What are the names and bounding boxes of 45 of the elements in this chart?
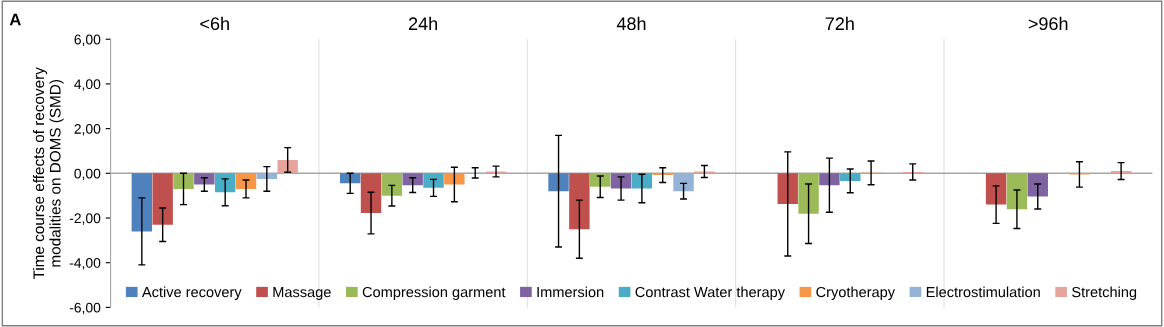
bar [673, 173, 694, 192]
bar [423, 173, 444, 188]
bar [444, 173, 465, 185]
bar [819, 173, 840, 186]
legend-label: Immersion [537, 286, 604, 298]
bar [590, 173, 611, 187]
bar [131, 173, 153, 232]
x-tick-label: 72h [825, 16, 854, 30]
x-tick-label: <6h [200, 16, 229, 31]
bar [152, 173, 173, 225]
y-tick-label: 0,00 [74, 168, 101, 181]
bar [173, 173, 194, 189]
y-tick-label: -4,00 [69, 258, 101, 270]
y-tick-label: 2,00 [74, 123, 101, 136]
bar [840, 173, 861, 181]
x-tick-label: >96h [1028, 16, 1068, 31]
bar [1006, 173, 1028, 210]
bar [381, 173, 403, 196]
bar [569, 173, 590, 230]
bar [1027, 173, 1048, 197]
y-tick-label: 4,00 [74, 79, 101, 91]
legend-label: Contrast Water therapy [635, 286, 785, 301]
bar [402, 173, 423, 186]
bar [360, 173, 382, 214]
bar [985, 173, 1007, 205]
legend-label: Active recovery [141, 286, 242, 301]
bar [277, 159, 298, 174]
legend-label: Stretching [1072, 286, 1137, 301]
bar [798, 173, 819, 214]
bar [194, 173, 215, 185]
legend-label: Electrostimulation [926, 286, 1040, 298]
y-tick-label: 6,00 [74, 34, 101, 47]
text: A [9, 13, 21, 26]
y-tick-label: -6,00 [69, 302, 101, 315]
legend-label: Massage [273, 287, 331, 301]
y-axis-title: Time course effects of recovery modalities on DOMS (SMD) [32, 67, 64, 280]
legend-label: Cryotherapy [816, 286, 896, 301]
legend-label: Compression garment [362, 286, 506, 301]
bar [256, 173, 278, 179]
y-tick-label: -2,00 [69, 213, 101, 225]
x-tick-label: 24h [408, 16, 438, 30]
x-tick-label: 48h [616, 16, 646, 31]
bar [548, 173, 569, 192]
bar [214, 173, 236, 193]
bar [777, 173, 798, 204]
